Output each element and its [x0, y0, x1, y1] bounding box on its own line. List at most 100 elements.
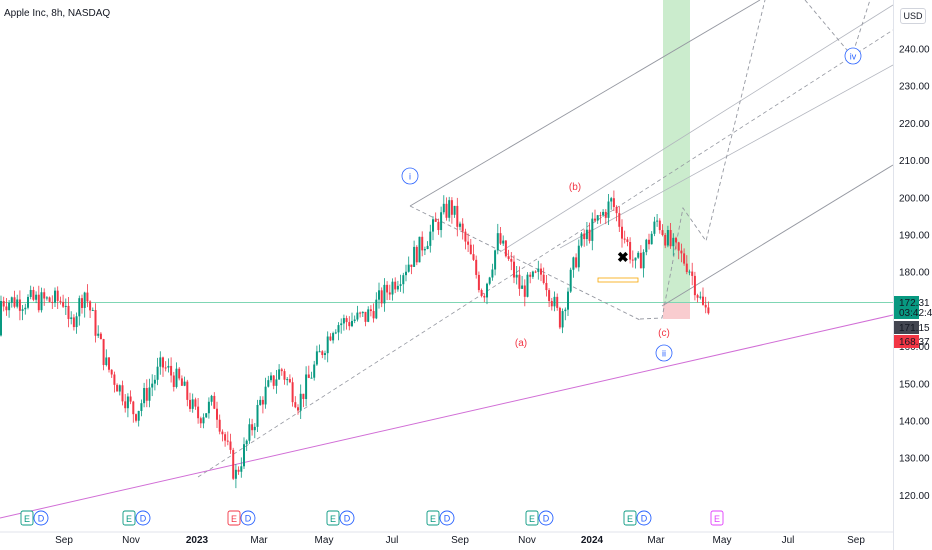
candle-body	[507, 256, 510, 259]
candle-body	[475, 259, 478, 275]
candle-body	[116, 384, 119, 392]
candle-body	[283, 371, 286, 380]
time-tick-label: Nov	[518, 535, 536, 546]
candle-body	[534, 271, 537, 273]
candle-body	[375, 299, 378, 319]
candle-body	[707, 307, 710, 314]
event-dividend	[240, 510, 256, 526]
candle-body	[94, 310, 97, 336]
candle-body	[126, 396, 129, 409]
candle-body	[553, 296, 556, 307]
candle-body	[342, 318, 345, 324]
event-earnings-label: E	[24, 514, 30, 524]
candle-body	[137, 410, 140, 421]
candle-body	[453, 205, 456, 215]
candle-body	[469, 244, 472, 255]
candle-body	[418, 236, 421, 263]
candle-body	[602, 211, 605, 216]
candle-body	[542, 274, 545, 283]
candle-body	[21, 309, 24, 311]
candle-body	[237, 469, 240, 472]
candle-body	[129, 396, 132, 402]
candle-body	[162, 357, 164, 368]
candle-body	[113, 374, 116, 385]
candle-body	[639, 252, 642, 269]
candle-body	[278, 369, 281, 380]
candle-body	[610, 198, 613, 202]
candle-body	[650, 233, 653, 245]
wave-label: (b)	[569, 182, 581, 193]
candle-body	[432, 219, 434, 232]
candle-body	[645, 239, 648, 253]
candle-body	[226, 440, 229, 442]
ask-price-tag	[894, 335, 919, 348]
candle-body	[702, 296, 704, 305]
candle-body	[272, 375, 275, 386]
candle-body	[502, 240, 505, 244]
candle-body	[467, 241, 470, 245]
candle-body	[159, 357, 162, 367]
candle-body	[164, 367, 167, 369]
candle-body	[102, 339, 105, 366]
event-dividend	[439, 510, 455, 526]
last-price-label: 172.31	[899, 298, 930, 309]
wave-label-circle	[401, 167, 419, 185]
event-earnings	[227, 510, 241, 526]
price-tick-label: 240.00	[899, 45, 930, 56]
event-dividend-label: D	[543, 514, 550, 524]
candle-body	[251, 424, 254, 431]
candle-body	[64, 305, 67, 307]
candle-body	[540, 268, 542, 275]
candle-body	[623, 238, 626, 240]
candle-body	[664, 234, 667, 246]
channel-upper-line	[409, 0, 761, 207]
candle-body	[394, 281, 397, 290]
event-earnings	[525, 510, 539, 526]
event-earnings-label: E	[627, 514, 633, 524]
candle-body	[105, 357, 108, 366]
channel-line-1	[499, 4, 894, 253]
candle-body	[631, 259, 634, 261]
candle-body	[256, 404, 259, 427]
candle-body	[426, 245, 429, 250]
currency-button[interactable]: USD	[900, 8, 926, 24]
candle-body	[699, 296, 702, 298]
price-tick-label: 150.00	[899, 379, 930, 390]
candle-body	[207, 401, 210, 414]
wave-label: i	[409, 172, 411, 182]
candle-body	[648, 239, 650, 245]
candle-body	[286, 379, 289, 381]
trendline-support	[0, 314, 894, 519]
candle-body	[132, 401, 135, 415]
candle-body	[334, 332, 337, 334]
candle-body	[118, 385, 121, 392]
candle-body	[108, 357, 110, 370]
candle-body	[615, 206, 618, 214]
candle-body	[145, 387, 148, 401]
candle-body	[413, 246, 416, 267]
event-dividend	[339, 510, 355, 526]
candle-body	[450, 200, 453, 215]
candle-body	[380, 290, 383, 304]
candle-body	[29, 289, 32, 297]
candle-body	[16, 299, 19, 307]
event-earnings	[623, 510, 637, 526]
price-tick-label: 120.00	[899, 491, 930, 502]
candle-body	[0, 301, 2, 336]
candle-body	[378, 290, 380, 300]
candle-body	[121, 385, 124, 402]
candle-body	[675, 237, 677, 243]
candle-body	[221, 431, 224, 435]
event-upcoming-earnings	[710, 510, 724, 526]
candle-body	[372, 311, 375, 319]
drawing-overlays: ✖	[0, 0, 894, 519]
wave-label: (a)	[515, 338, 527, 349]
candle-body	[391, 281, 394, 295]
candle-body	[515, 274, 518, 278]
candle-body	[594, 218, 596, 221]
candle-body	[86, 292, 89, 302]
candle-body	[567, 291, 569, 310]
candle-body	[402, 275, 405, 285]
candle-body	[13, 297, 16, 307]
